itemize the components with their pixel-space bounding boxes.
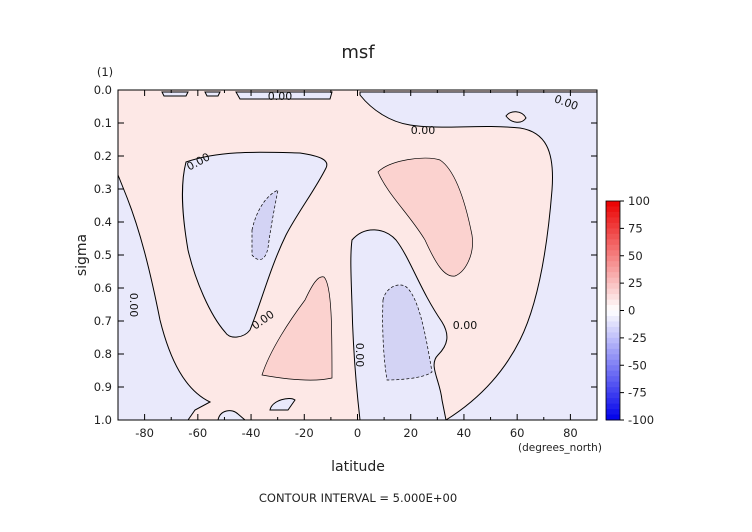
colorbar-swatch: [606, 365, 620, 372]
colorbar-swatch: [606, 354, 620, 361]
colorbar-tick-label: -25: [628, 331, 647, 345]
contour-label: 0.00: [127, 293, 140, 318]
colorbar-swatch: [606, 277, 620, 284]
colorbar-swatch: [606, 283, 620, 290]
colorbar-swatch: [606, 332, 620, 339]
colorbar-swatch: [606, 337, 620, 344]
colorbar-swatch: [606, 387, 620, 394]
colorbar-swatch: [606, 348, 620, 355]
negative-region-bottom-small: [269, 397, 296, 411]
chart-title: msf: [341, 42, 375, 63]
x-tick-label: -20: [295, 426, 314, 440]
colorbar-swatch: [606, 321, 620, 328]
x-tick-label: -40: [242, 426, 261, 440]
colorbar-swatch: [606, 217, 620, 224]
negative-region-top-small-1: [161, 91, 189, 97]
y-units-label: (1): [97, 65, 113, 79]
colorbar-swatch: [606, 315, 620, 322]
positive-region-right-top: [505, 111, 527, 123]
y-axis-label: sigma: [74, 234, 90, 276]
colorbar-swatch: [606, 326, 620, 333]
cell-positive-sh: [261, 276, 333, 381]
negative-region-upper-right: [359, 91, 598, 421]
colorbar-swatch: [606, 206, 620, 213]
colorbar-tick-label: 100: [628, 194, 650, 208]
colorbar-swatch: [606, 310, 620, 317]
colorbar-tick-label: 25: [628, 276, 643, 290]
negative-region-top-small-3: [235, 91, 333, 100]
y-tick-label: 0.6: [94, 281, 112, 295]
y-tick-label: 0.2: [94, 149, 112, 163]
colorbar-swatch: [606, 261, 620, 268]
colorbar-swatch: [606, 305, 620, 311]
colorbar-swatch: [606, 414, 620, 421]
cell-positive-nh: [377, 157, 473, 277]
colorbar-tick-label: -75: [628, 386, 647, 400]
y-tick-label: 0.3: [94, 182, 112, 196]
x-tick-label: 40: [457, 426, 472, 440]
cell-negative-nh: [382, 284, 433, 381]
colorbar-swatch: [606, 343, 620, 350]
colorbar-swatch: [606, 228, 620, 235]
x-tick-label: 80: [563, 426, 578, 440]
colorbar-swatch: [606, 201, 620, 207]
colorbar-swatch: [606, 272, 620, 279]
colorbar-swatch: [606, 376, 620, 383]
colorbar-swatch: [606, 266, 620, 273]
colorbar-swatch: [606, 381, 620, 388]
y-axis: 0.0 0.1 0.2 0.3 0.4 0.5 0.6 0.7 0.8 0.9 1.0: [94, 83, 597, 427]
colorbar-swatch: [606, 288, 620, 295]
colorbar-swatch: [606, 222, 620, 229]
colorbar-swatch: [606, 299, 620, 306]
y-tick-label: 0.1: [94, 116, 112, 130]
x-tick-label: 60: [510, 426, 525, 440]
colorbar-swatch: [606, 250, 620, 257]
colorbar-swatch: [606, 409, 620, 415]
colorbar: 100 75 50 25 0 -25 -50 -75 -100: [605, 194, 654, 427]
x-tick-label: -60: [188, 426, 207, 440]
y-tick-label: 0.5: [94, 248, 112, 262]
colorbar-tick-label: 0: [628, 304, 635, 318]
contour-label: 0.00: [268, 90, 293, 103]
contour-label: 0.00: [411, 124, 436, 137]
colorbar-swatch: [606, 403, 620, 410]
x-axis-label: latitude: [331, 459, 385, 475]
x-axis: -80 -60 -40 -20 0 20 40 60 80: [117, 90, 598, 440]
colorbar-tick-label: -100: [628, 413, 654, 427]
colorbar-tick-label: -50: [628, 358, 647, 372]
colorbar-swatch: [606, 244, 620, 251]
colorbar-swatch: [606, 392, 620, 399]
colorbar-swatch: [606, 359, 620, 366]
y-tick-label: 0.4: [94, 215, 112, 229]
contour-label: 0.00: [353, 343, 366, 368]
x-tick-label: 0: [354, 426, 361, 440]
contour-label: 0.00: [453, 319, 478, 332]
negative-region-left-edge: [117, 174, 212, 421]
y-tick-label: 0.8: [94, 347, 112, 361]
colorbar-swatch: [606, 239, 620, 246]
contour-interval-footer: CONTOUR INTERVAL = 5.000E+00: [259, 491, 457, 505]
colorbar-tick-label: 75: [628, 221, 643, 235]
strong-cells: [251, 157, 473, 381]
colorbar-swatch: [606, 255, 620, 262]
colorbar-swatch: [606, 398, 620, 404]
colorbar-swatch: [606, 370, 620, 377]
y-tick-label: 0.7: [94, 314, 112, 328]
y-tick-label: 0.0: [94, 83, 112, 97]
y-tick-label: 1.0: [94, 413, 112, 427]
x-tick-label: -80: [135, 426, 154, 440]
cell-negative-sh: [251, 189, 279, 260]
colorbar-swatch: [606, 233, 620, 240]
x-units-label: (degrees_north): [518, 442, 602, 454]
y-tick-label: 0.9: [94, 380, 112, 394]
x-tick-label: 20: [403, 426, 418, 440]
colorbar-tick-label: 50: [628, 249, 643, 263]
negative-region-top-small-2: [204, 91, 221, 97]
colorbar-swatch: [606, 294, 620, 300]
colorbar-swatch: [606, 211, 620, 218]
